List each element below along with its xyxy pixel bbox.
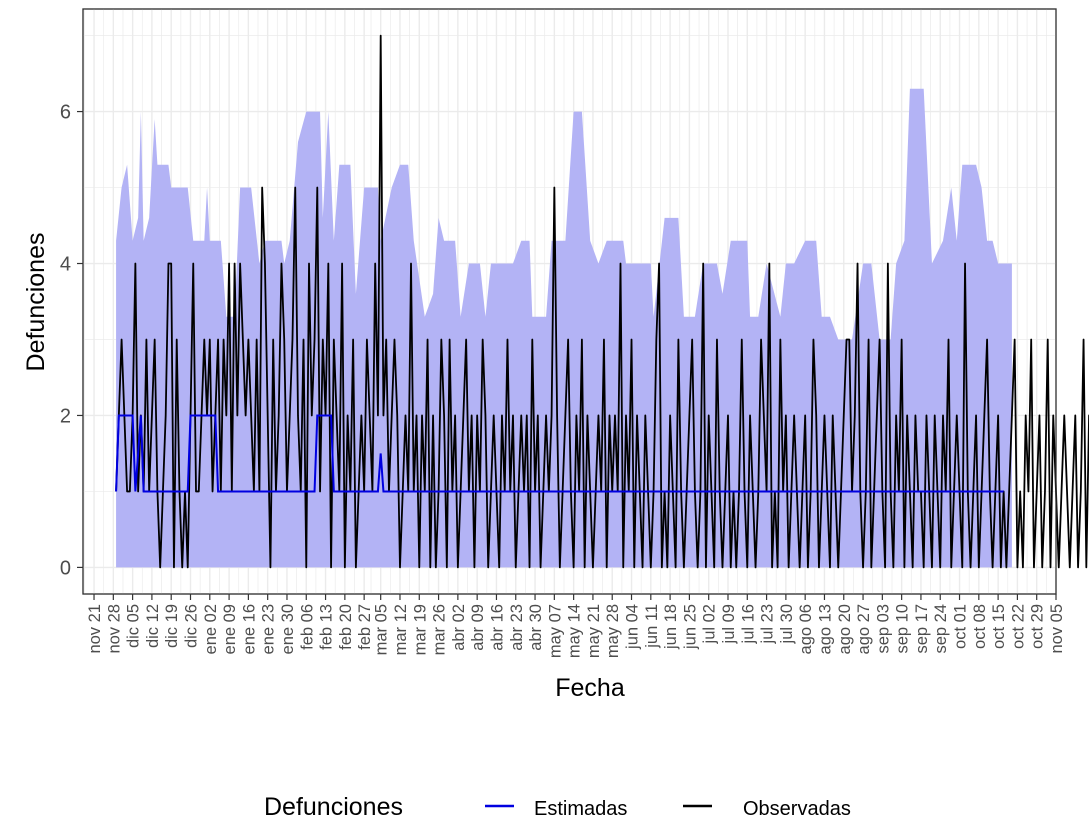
x-tick-label: sep 10 [894,604,912,654]
y-axis-title: Defunciones [22,233,50,372]
x-tick-label: may 21 [585,604,603,658]
x-tick-label: nov 28 [105,604,123,654]
x-axis-title: Fecha [555,674,625,702]
x-tick-label: mar 05 [373,604,391,655]
x-tick-label: oct 22 [1009,604,1027,649]
x-tick-label: oct 15 [990,604,1008,649]
x-tick-label: feb 27 [356,604,374,650]
estimadas-series [115,414,1004,493]
plot-border [82,8,1057,595]
x-tick-label: oct 01 [952,604,970,649]
x-tick-label: jun 04 [624,604,642,650]
y-tick-label: 0 [60,557,71,579]
x-tick-label: jul 02 [701,604,719,644]
legend: Defunciones Estimadas Observadas [264,793,851,821]
x-tick-label: ago 20 [836,604,854,654]
x-tick-label: abr 30 [527,604,545,651]
x-tick-label: jun 25 [681,604,699,650]
x-tick-label: sep 17 [913,604,931,654]
x-tick-label: jul 16 [739,604,757,644]
x-tick-label: may 28 [604,604,622,658]
x-tick-label: ene 30 [279,604,297,654]
x-tick-label: abr 16 [488,604,506,651]
x-tick-label: jul 09 [720,604,738,644]
x-tick-label: jun 18 [662,604,680,650]
x-tick-label: jul 23 [759,604,777,644]
x-tick-label: abr 23 [508,604,526,651]
y-tick-label: 6 [60,102,71,124]
x-tick-label: ago 13 [816,604,834,654]
x-axis-ticks: nov 21 nov 28 dic 05 dic 12 dic 19 dic 26 ene … [86,594,1066,658]
x-tick-label: nov 21 [86,604,104,654]
x-tick-label: may 07 [546,604,564,658]
x-tick-label: ene 23 [260,604,278,654]
legend-title: Defunciones [264,793,403,821]
x-tick-label: oct 29 [1029,604,1047,649]
x-tick-label: dic 05 [125,604,143,648]
x-tick-label: feb 06 [298,604,316,650]
x-tick-label: ene 16 [240,604,258,654]
y-axis-ticks: 0 2 4 6 [60,102,83,579]
x-tick-label: abr 02 [450,604,468,651]
x-tick-label: feb 20 [337,604,355,650]
x-tick-label: feb 13 [318,604,336,650]
x-tick-label: mar 12 [392,604,410,655]
x-tick-label: ago 06 [797,604,815,654]
x-tick-label: jun 11 [643,604,661,649]
x-tick-label: dic 26 [182,604,200,648]
legend-label-observadas: Observadas [743,798,851,820]
x-tick-label: jul 30 [778,604,796,644]
estimadas-line [115,414,1004,493]
x-tick-label: oct 08 [971,604,989,649]
x-tick-label: may 14 [566,604,584,658]
y-tick-label: 4 [60,254,71,276]
x-tick-label: nov 05 [1048,604,1066,654]
y-tick-label: 2 [60,405,71,427]
observadas-line [115,34,1089,569]
x-tick-label: dic 12 [144,604,162,648]
x-tick-label: sep 24 [932,604,950,654]
observadas-series [115,34,1089,569]
x-tick-label: ene 02 [202,604,220,654]
x-tick-label: ago 27 [855,604,873,654]
x-tick-label: ene 09 [221,604,239,654]
x-tick-label: mar 19 [411,604,429,655]
x-tick-label: sep 03 [874,604,892,654]
x-tick-label: dic 19 [163,604,181,648]
legend-label-estimadas: Estimadas [534,798,627,820]
x-tick-label: abr 09 [469,604,487,651]
x-tick-label: mar 26 [431,604,449,655]
